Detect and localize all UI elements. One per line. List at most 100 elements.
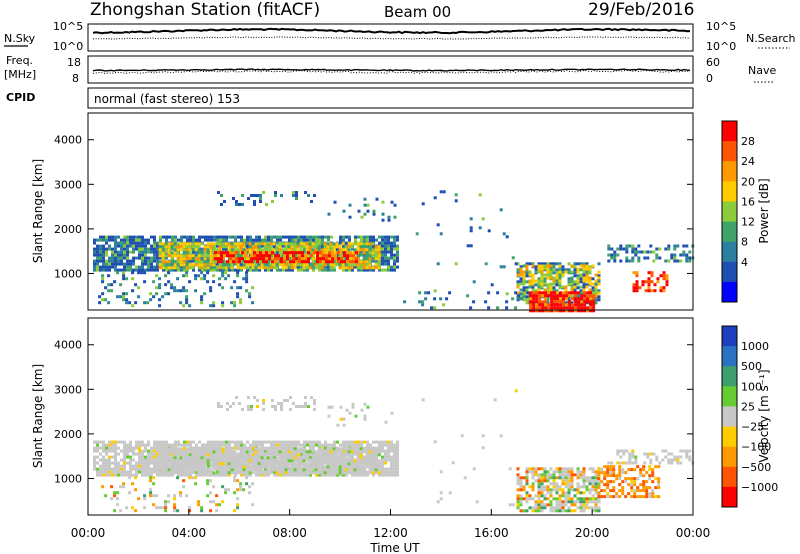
heatmap-cell xyxy=(182,465,186,469)
heatmap-cell xyxy=(466,294,470,298)
heatmap-cell xyxy=(576,506,580,510)
heatmap-cell xyxy=(101,485,105,489)
heatmap-cell xyxy=(259,251,262,255)
heatmap-cell xyxy=(372,268,375,272)
heatmap-cell xyxy=(176,260,180,264)
heatmap-cell xyxy=(188,251,192,255)
heatmap-cell xyxy=(161,471,165,475)
heatmap-cell xyxy=(203,260,207,264)
heatmap-cell xyxy=(245,468,249,472)
heatmap-cell xyxy=(182,254,186,258)
heatmap-cell xyxy=(224,456,228,460)
heatmap-cell xyxy=(647,271,651,275)
heatmap-cell xyxy=(418,300,422,304)
heatmap-cell xyxy=(561,271,565,275)
heatmap-cell xyxy=(277,402,280,405)
heatmap-cell xyxy=(594,479,598,483)
heatmap-cell xyxy=(540,506,544,510)
heatmap-cell xyxy=(284,453,288,457)
heatmap-cell xyxy=(105,265,108,269)
heatmap-cell xyxy=(262,254,265,258)
heatmap-cell xyxy=(567,268,571,272)
heatmap-cell xyxy=(332,251,336,255)
heatmap-cell xyxy=(439,297,443,301)
heatmap-cell xyxy=(167,465,171,469)
heatmap-cell xyxy=(547,303,551,307)
heatmap-cell xyxy=(159,446,162,450)
heatmap-cell xyxy=(576,286,580,290)
heatmap-cell xyxy=(396,250,399,254)
heatmap-cell xyxy=(374,257,378,261)
heatmap-cell xyxy=(93,265,96,269)
heatmap-cell xyxy=(153,235,156,239)
heatmap-cell xyxy=(606,492,610,496)
heatmap-cell xyxy=(347,450,351,454)
heatmap-cell xyxy=(236,462,240,466)
heatmap-cell xyxy=(144,446,147,450)
heatmap-cell xyxy=(305,456,309,460)
heatmap-cell xyxy=(341,248,345,252)
heatmap-cell xyxy=(295,405,298,408)
heatmap-cell xyxy=(266,471,270,475)
heatmap-cell xyxy=(552,279,556,283)
heatmap-cell xyxy=(622,452,626,456)
heatmap-cell xyxy=(251,260,255,264)
heatmap-cell xyxy=(310,254,313,258)
heatmap-cell xyxy=(233,301,237,305)
heatmap-cell xyxy=(235,396,238,399)
heatmap-cell xyxy=(156,440,159,444)
heatmap-cell xyxy=(170,260,174,264)
heatmap-cell xyxy=(302,263,306,267)
heatmap-cell xyxy=(323,465,327,469)
heatmap-cell xyxy=(213,443,216,447)
heatmap-cell xyxy=(348,235,351,239)
heatmap-cell xyxy=(544,300,548,304)
heatmap-cell xyxy=(195,473,198,477)
heatmap-cell xyxy=(236,456,240,460)
heatmap-cell xyxy=(570,497,574,501)
heatmap-cell xyxy=(143,506,147,510)
heatmap-cell xyxy=(231,440,234,444)
heatmap-cell xyxy=(577,297,581,301)
heatmap-cell xyxy=(592,297,596,301)
heatmap-cell xyxy=(335,468,339,472)
heatmap-cell xyxy=(180,238,183,242)
heatmap-cell xyxy=(253,203,256,206)
heatmap-cell xyxy=(331,254,334,258)
heatmap-cell xyxy=(350,242,354,246)
heatmap-cell xyxy=(144,461,147,465)
heatmap-cell xyxy=(173,509,177,513)
heatmap-cell xyxy=(381,253,384,257)
heatmap-cell xyxy=(342,244,345,248)
heatmap-cell xyxy=(138,467,141,471)
heatmap-cell xyxy=(335,447,339,451)
heatmap-cell xyxy=(564,268,568,272)
heatmap-cell xyxy=(322,257,325,261)
heatmap-cell xyxy=(341,266,345,270)
heatmap-cell xyxy=(131,289,135,293)
heatmap-cell xyxy=(549,270,553,274)
power-colorbar-label: Power [dB] xyxy=(757,178,771,243)
heatmap-cell xyxy=(123,235,126,239)
heatmap-cell xyxy=(123,238,126,242)
heatmap-cell xyxy=(96,268,99,272)
heatmap-cell xyxy=(258,238,261,242)
heatmap-cell xyxy=(606,468,610,472)
heatmap-cell xyxy=(113,509,117,513)
heatmap-cell xyxy=(180,235,183,239)
heatmap-cell xyxy=(293,450,297,454)
heatmap-cell xyxy=(519,292,523,296)
heatmap-cell xyxy=(275,245,279,249)
heatmap-cell xyxy=(525,467,529,471)
heatmap-cell xyxy=(140,271,144,275)
heatmap-cell xyxy=(359,459,363,463)
heatmap-cell xyxy=(326,263,330,267)
heatmap-cell xyxy=(236,292,240,296)
heatmap-cell xyxy=(135,446,138,450)
heatmap-cell xyxy=(574,300,578,304)
heatmap-cell xyxy=(621,480,625,484)
heatmap-cell xyxy=(519,494,523,498)
heatmap-cell xyxy=(182,245,186,249)
heatmap-cell xyxy=(300,452,303,456)
heatmap-cell xyxy=(619,461,623,465)
